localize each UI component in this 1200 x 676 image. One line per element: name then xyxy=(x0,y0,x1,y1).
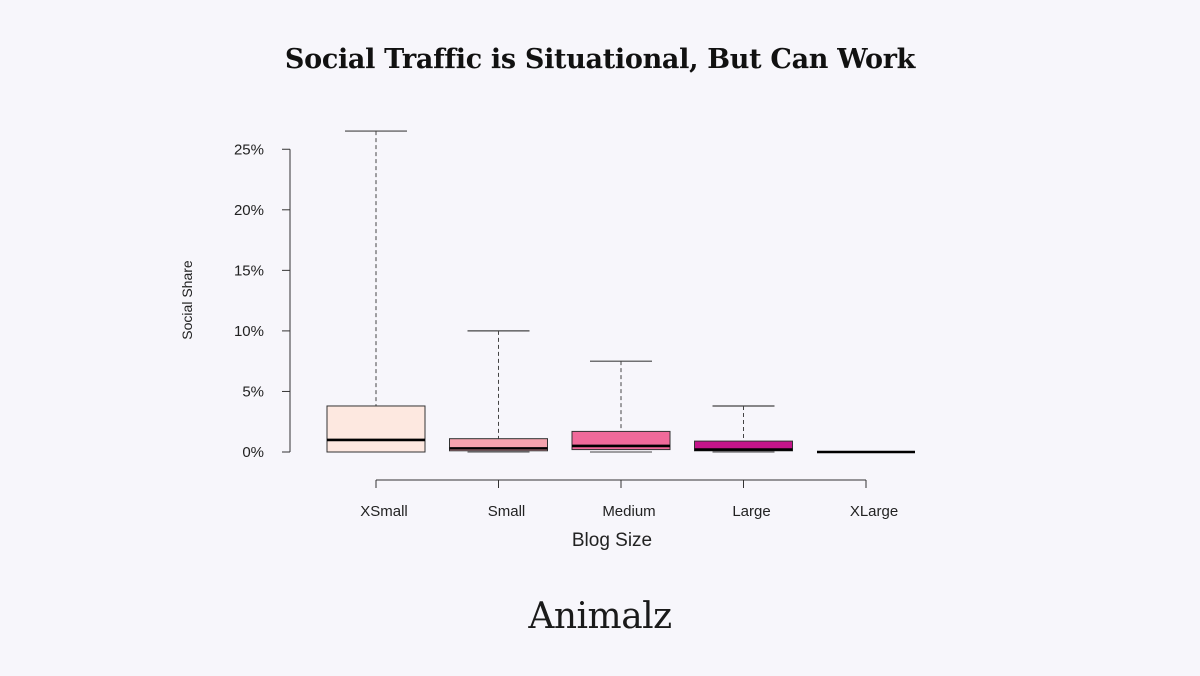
brand-logo: Animalz xyxy=(528,596,672,637)
box-xsmall xyxy=(326,405,426,453)
x-tick-label: Medium xyxy=(602,503,655,520)
y-axis-label: Social Share xyxy=(179,260,195,340)
y-tick-label: 5% xyxy=(242,383,264,400)
x-tick-label: XSmall xyxy=(360,503,408,520)
x-tick-label: Large xyxy=(732,503,770,520)
x-tick-label: XLarge xyxy=(850,503,898,520)
chart-title: Social Traffic is Situational, But Can W… xyxy=(284,44,916,75)
y-tick-label: 20% xyxy=(234,202,264,219)
x-axis-label: Blog Size xyxy=(572,530,652,551)
y-tick-label: 25% xyxy=(234,141,264,158)
y-tick-label: 10% xyxy=(234,323,264,340)
y-tick-label: 0% xyxy=(242,444,264,461)
x-tick-label: Small xyxy=(488,503,526,520)
y-tick-label: 15% xyxy=(234,262,264,279)
